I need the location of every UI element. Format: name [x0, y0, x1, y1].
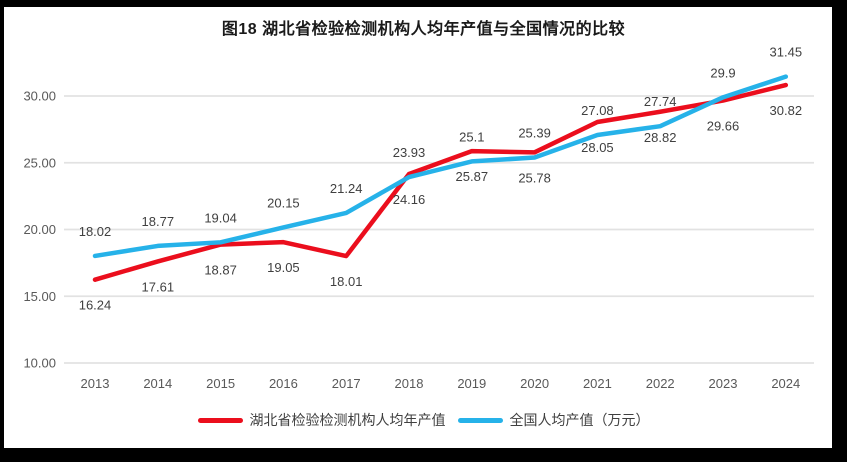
data-label: 31.45 — [770, 45, 803, 60]
legend-label-national: 全国人均产值（万元） — [509, 412, 650, 428]
data-label: 18.77 — [142, 214, 175, 229]
y-axis-tick-label: 20.00 — [23, 222, 56, 237]
chart-panel — [4, 7, 832, 448]
data-label: 24.16 — [393, 192, 426, 207]
data-label: 17.61 — [142, 279, 175, 294]
x-axis-label: 2016 — [269, 376, 298, 391]
legend: 湖北省检验检测机构人均年产值 全国人均产值（万元） — [0, 410, 847, 430]
x-axis-label: 2018 — [395, 376, 424, 391]
data-label: 29.9 — [710, 65, 735, 80]
x-axis-label: 2013 — [81, 376, 110, 391]
data-label: 23.93 — [393, 145, 426, 160]
x-axis-label: 2017 — [332, 376, 361, 391]
y-axis-tick-label: 15.00 — [23, 289, 56, 304]
data-label: 27.08 — [581, 103, 614, 118]
x-axis-label: 2020 — [520, 376, 549, 391]
data-label: 16.24 — [79, 298, 112, 313]
data-label: 20.15 — [267, 195, 300, 210]
data-label: 29.66 — [707, 119, 740, 134]
x-axis-label: 2019 — [457, 376, 486, 391]
hubei-line-swatch — [197, 417, 243, 423]
series-line-national — [92, 74, 789, 259]
data-label: 25.1 — [459, 129, 484, 144]
national-line-swatch — [457, 417, 503, 423]
legend-label-hubei: 湖北省检验检测机构人均年产值 — [249, 412, 446, 428]
y-axis-tick-label: 10.00 — [23, 356, 56, 371]
legend-item-national: 全国人均产值（万元） — [457, 410, 650, 430]
x-axis-label: 2022 — [646, 376, 675, 391]
series-line-hubei — [92, 82, 789, 282]
y-axis-tick-label: 25.00 — [23, 155, 56, 170]
x-axis-label: 2021 — [583, 376, 612, 391]
data-label: 18.02 — [79, 224, 112, 239]
data-label: 28.82 — [644, 130, 677, 145]
data-label: 19.05 — [267, 260, 300, 275]
data-label: 30.82 — [770, 103, 803, 118]
data-label: 18.87 — [204, 263, 237, 278]
data-label: 25.39 — [518, 126, 551, 141]
x-axis-label: 2014 — [143, 376, 172, 391]
data-label: 18.01 — [330, 274, 363, 289]
data-label: 28.05 — [581, 140, 614, 155]
x-axis-label: 2015 — [206, 376, 235, 391]
chart-title: 图18 湖北省检验检测机构人均年产值与全国情况的比较 — [221, 21, 626, 38]
data-label: 21.24 — [330, 181, 363, 196]
data-label: 25.87 — [456, 169, 489, 184]
data-label: 25.78 — [518, 170, 551, 185]
x-axis-label: 2023 — [709, 376, 738, 391]
legend-item-hubei: 湖北省检验检测机构人均年产值 — [197, 410, 446, 430]
x-axis-label: 2024 — [771, 376, 800, 391]
data-label: 27.74 — [644, 94, 677, 109]
data-label: 19.04 — [204, 210, 237, 225]
y-axis-tick-label: 30.00 — [23, 89, 56, 104]
